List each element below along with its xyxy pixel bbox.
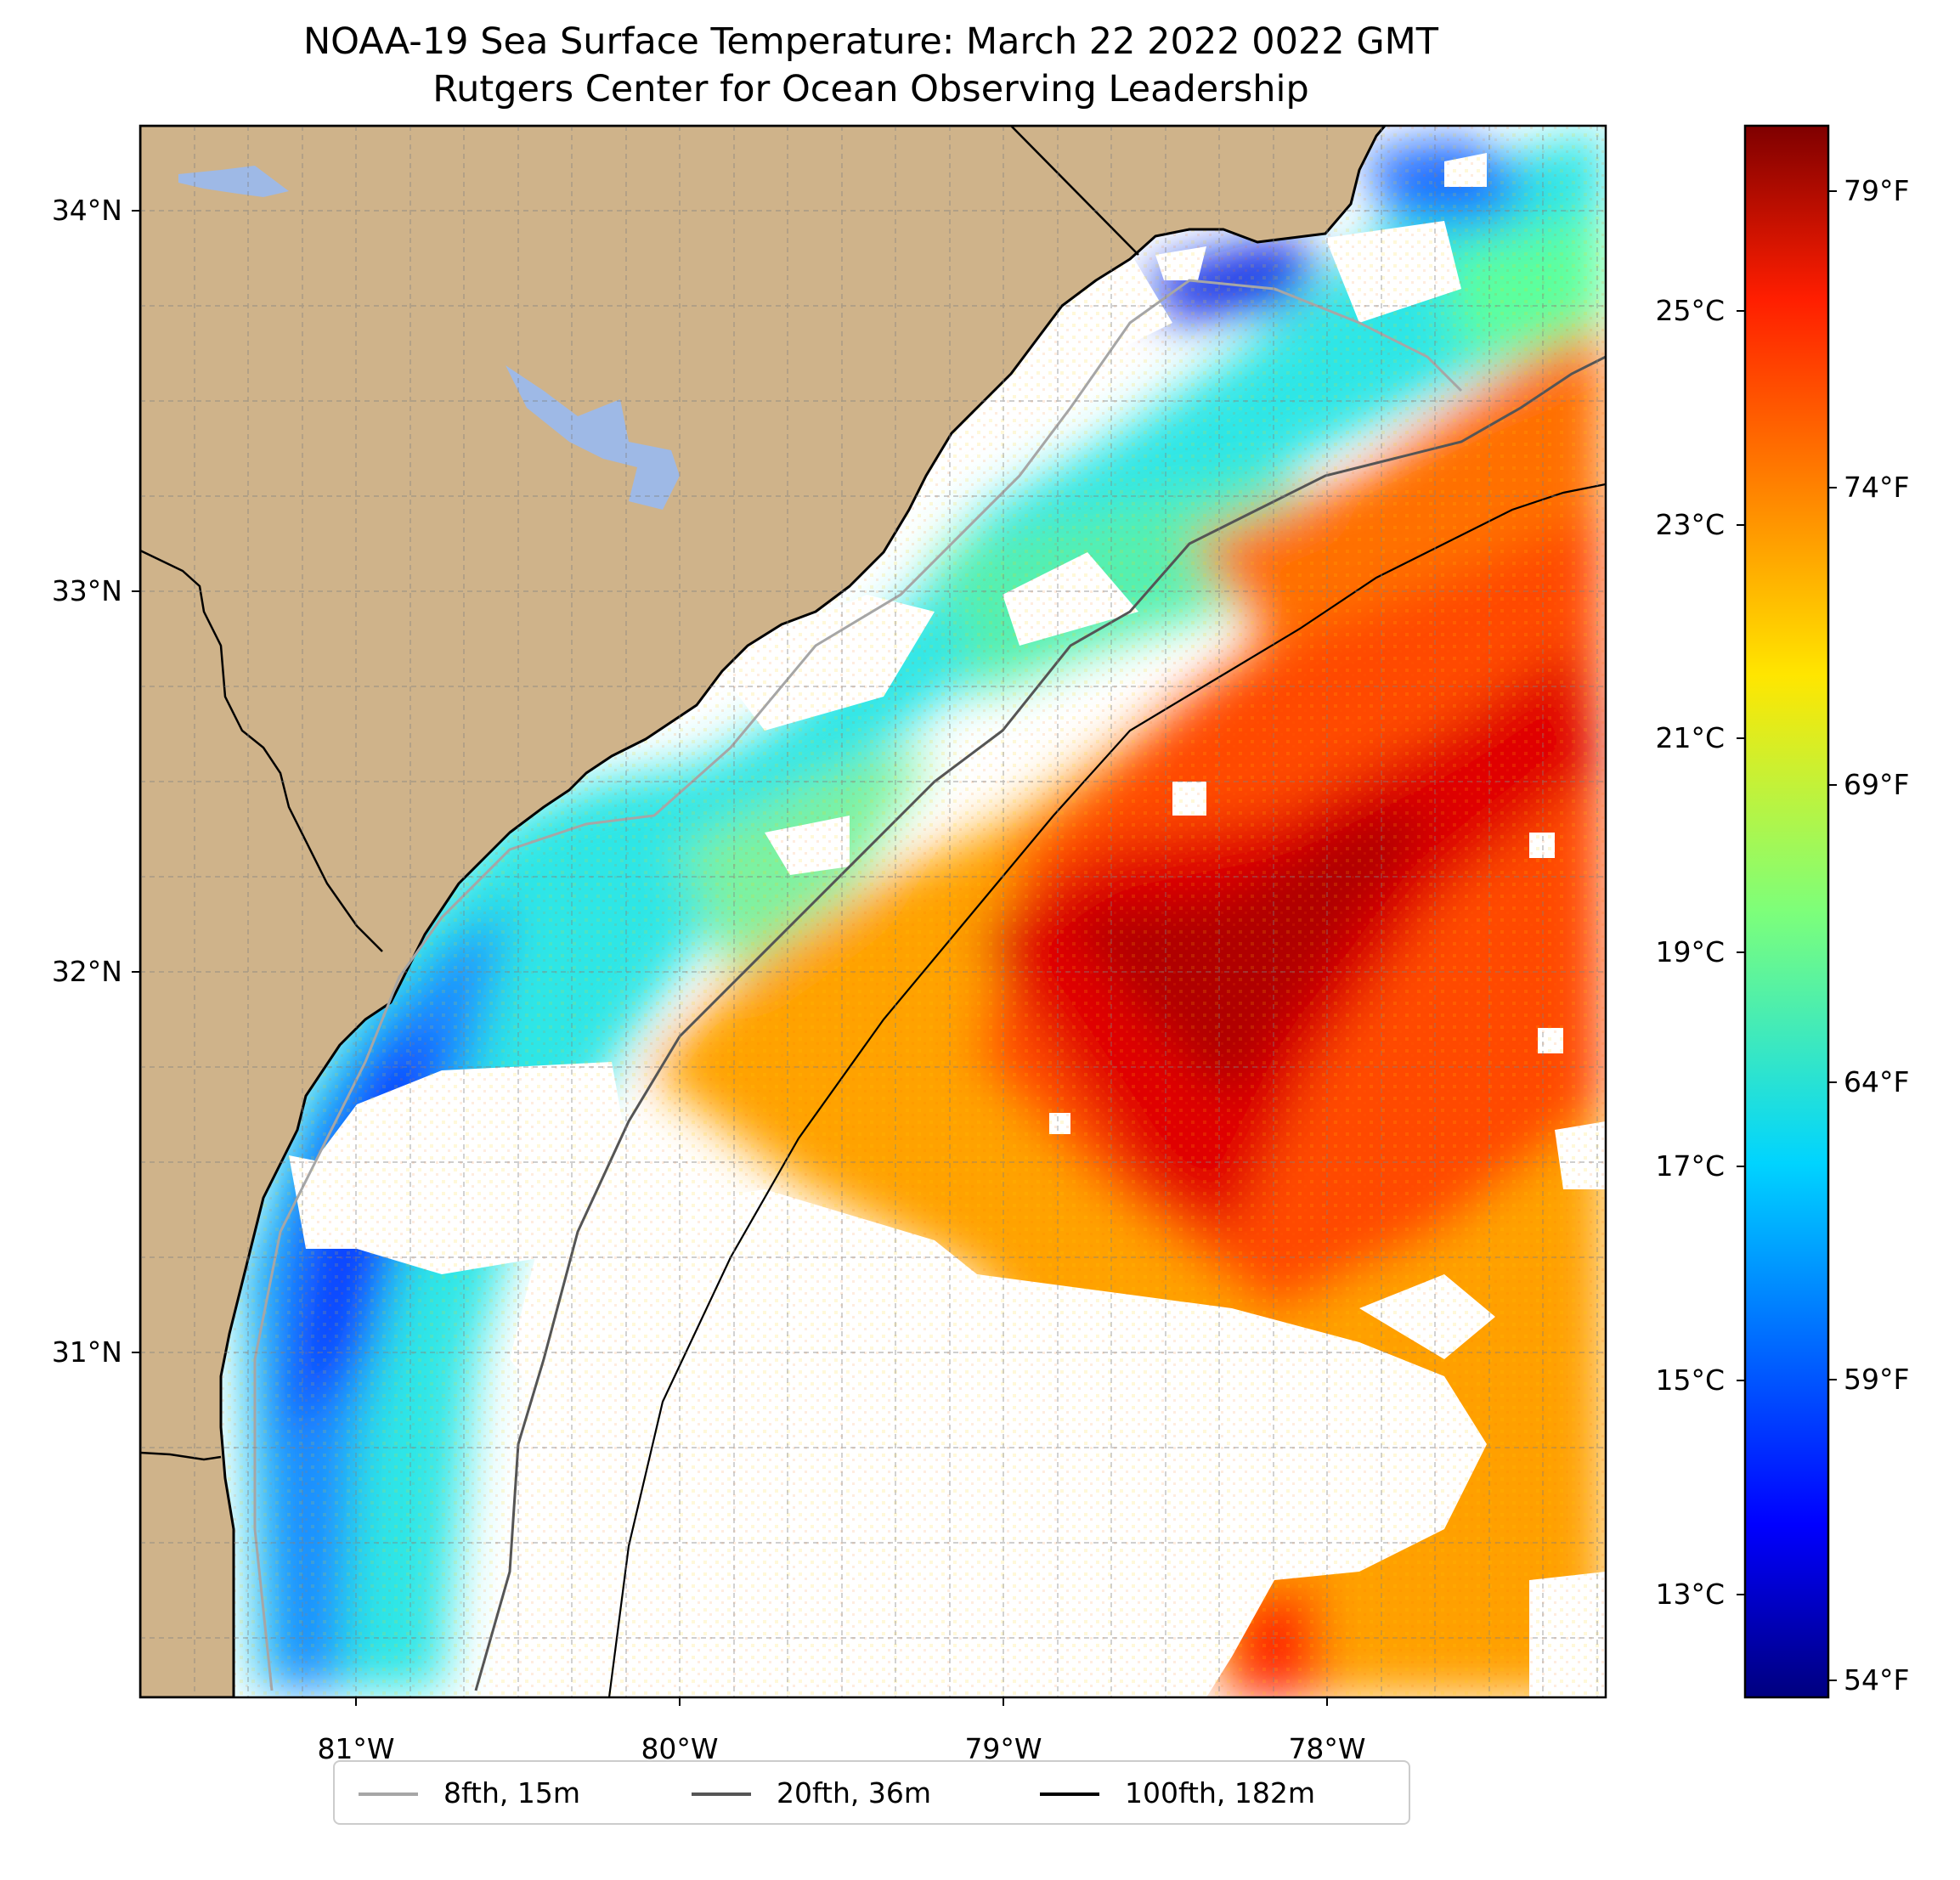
lake — [178, 166, 289, 197]
legend-label: 100fth, 182m — [1125, 1776, 1315, 1809]
legend-label: 20fth, 36m — [777, 1776, 931, 1809]
legend-swatch — [692, 1792, 751, 1796]
isobath-8fth — [253, 279, 1463, 1691]
colorbar-label-fahrenheit: 79°F — [1844, 174, 1910, 207]
legend-swatch — [359, 1792, 418, 1796]
state-border-ga-fl — [140, 1451, 222, 1461]
lon-label-80w: 80°W — [641, 1732, 719, 1765]
land-area — [140, 126, 1387, 1697]
map-panel — [140, 126, 1606, 1697]
state-border-nc-sc — [1010, 126, 1139, 256]
lat-label-33n: 33°N — [51, 574, 122, 607]
isobath-20fth — [474, 355, 1606, 1691]
map-title: NOAA-19 Sea Surface Temperature: March 2… — [302, 20, 1439, 63]
colorbar — [1743, 124, 1830, 1699]
isobath-100fth — [607, 483, 1606, 1697]
legend-swatch — [1040, 1792, 1099, 1796]
colorbar-label-celsius: 21°C — [1655, 721, 1725, 754]
colorbar-ticks — [1737, 190, 1837, 1681]
colorbar-label-fahrenheit: 64°F — [1844, 1065, 1910, 1098]
graticule — [140, 126, 1606, 1697]
colorbar-label-fahrenheit: 54°F — [1844, 1663, 1910, 1697]
colorbar-label-celsius: 13°C — [1655, 1578, 1725, 1611]
colorbar-label-celsius: 19°C — [1655, 935, 1725, 968]
isobath-legend: 8fth, 15m 20fth, 36m 100fth, 182m — [333, 1760, 1410, 1825]
lat-label-34n: 34°N — [51, 194, 122, 227]
lake — [506, 365, 680, 510]
colorbar-label-celsius: 15°C — [1655, 1363, 1725, 1397]
colorbar-label-celsius: 17°C — [1655, 1149, 1725, 1183]
colorbar-label-fahrenheit: 59°F — [1844, 1363, 1910, 1396]
axis-ticks — [132, 210, 1328, 1706]
lon-label-79w: 79°W — [964, 1732, 1042, 1765]
colorbar-label-celsius: 23°C — [1655, 508, 1725, 541]
colorbar-label-fahrenheit: 69°F — [1844, 768, 1910, 801]
legend-label: 8fth, 15m — [443, 1776, 581, 1809]
lat-label-32n: 32°N — [51, 955, 122, 988]
state-border-sc-ga — [140, 549, 383, 952]
colorbar-label-fahrenheit: 74°F — [1844, 471, 1910, 504]
colorbar-label-celsius: 25°C — [1655, 294, 1725, 327]
lon-label-81w: 81°W — [317, 1732, 395, 1765]
map-frame — [138, 124, 1607, 1699]
lon-label-78w: 78°W — [1288, 1732, 1366, 1765]
lat-label-31n: 31°N — [51, 1335, 122, 1369]
map-subtitle: Rutgers Center for Ocean Observing Leade… — [432, 68, 1309, 110]
